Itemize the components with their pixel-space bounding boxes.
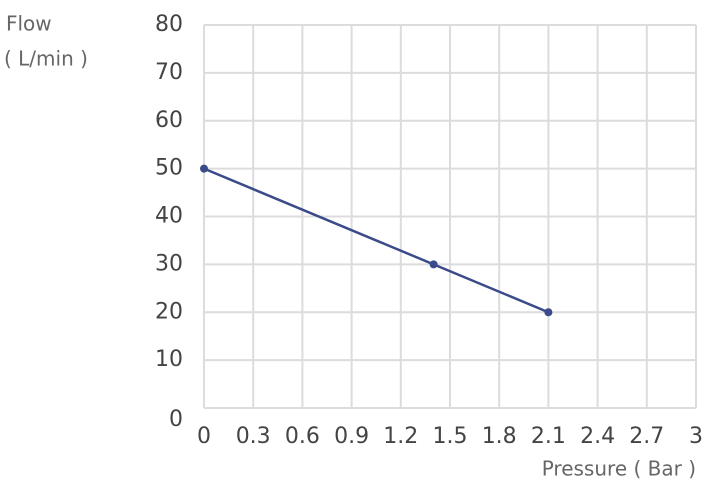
- y-tick-label: 0: [169, 407, 183, 432]
- y-axis-title: Flow: [6, 12, 52, 36]
- line: [203, 167, 549, 314]
- x-tick-label: 3: [689, 424, 703, 449]
- y-axis-unit: ( L/min ): [4, 47, 88, 71]
- y-tick-label: 80: [155, 12, 183, 37]
- x-tick-label: 2.1: [531, 424, 566, 449]
- x-tick-label: 1.5: [433, 424, 468, 449]
- y-tick-label: 30: [155, 251, 183, 276]
- point: [429, 260, 438, 269]
- y-tick-label: 40: [155, 204, 183, 229]
- x-tick-label: 0: [197, 424, 211, 449]
- x-tick-label: 2.4: [580, 424, 615, 449]
- y-tick-label: 50: [155, 156, 183, 181]
- y-tick-label: 60: [155, 108, 183, 133]
- x-tick-label: 0.6: [285, 424, 320, 449]
- y-tick-label: 20: [155, 299, 183, 324]
- y-tick-label: 10: [155, 347, 183, 372]
- x-axis-title: Pressure ( Bar ): [542, 457, 696, 481]
- x-tick-label: 2.7: [629, 424, 664, 449]
- x-tick-label: 1.8: [482, 424, 517, 449]
- x-tick-label: 1.2: [383, 424, 418, 449]
- x-tick-label: 0.9: [334, 424, 369, 449]
- point: [200, 164, 208, 173]
- point: [544, 308, 553, 317]
- x-tick-label: 0.3: [236, 424, 271, 449]
- y-tick-label: 70: [155, 60, 183, 85]
